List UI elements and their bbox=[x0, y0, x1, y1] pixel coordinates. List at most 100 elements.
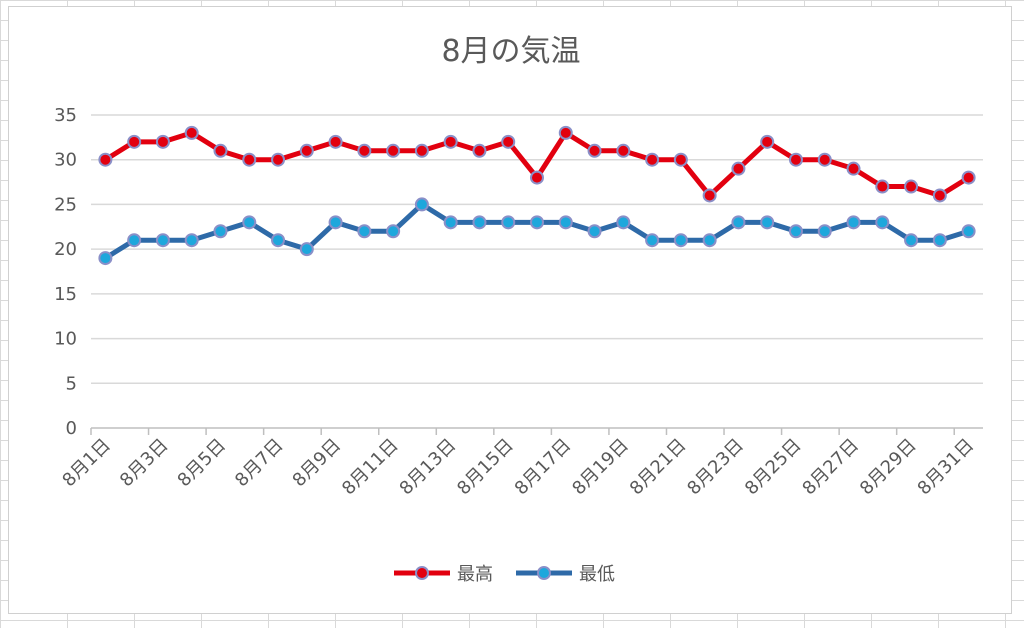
data-point bbox=[731, 215, 746, 230]
legend-marker bbox=[537, 566, 551, 580]
data-point bbox=[299, 242, 314, 257]
data-point bbox=[846, 161, 861, 176]
data-point bbox=[443, 215, 458, 230]
data-point bbox=[817, 152, 832, 167]
data-point bbox=[184, 125, 199, 140]
data-point bbox=[673, 152, 688, 167]
x-tick-label: 8月9日 bbox=[289, 435, 346, 492]
data-point bbox=[846, 215, 861, 230]
data-point bbox=[357, 143, 372, 158]
legend: 最高 最低 bbox=[394, 564, 615, 585]
legend-item: 最高 bbox=[394, 564, 493, 585]
data-point bbox=[616, 143, 631, 158]
data-point bbox=[875, 215, 890, 230]
data-point bbox=[155, 233, 170, 248]
x-tick-label: 8月31日 bbox=[914, 435, 979, 500]
legend-label: 最高 bbox=[457, 564, 493, 585]
series-lines bbox=[98, 125, 976, 266]
y-tick-label: 20 bbox=[54, 239, 77, 260]
x-tick-label: 8月23日 bbox=[683, 435, 748, 500]
data-point bbox=[501, 134, 516, 149]
chart-area[interactable]: 8月の気温 0 5 10 15 20 25 30 35 8月1日 8月3日 8月5日 8月7日 8月9… bbox=[8, 6, 1012, 614]
data-point bbox=[875, 179, 890, 194]
legend-marker bbox=[415, 566, 429, 580]
data-point bbox=[386, 224, 401, 239]
data-point bbox=[645, 152, 660, 167]
data-point bbox=[961, 224, 976, 239]
data-point bbox=[386, 143, 401, 158]
data-point bbox=[760, 134, 775, 149]
series-line bbox=[104, 130, 970, 198]
data-point bbox=[904, 179, 919, 194]
data-point bbox=[242, 152, 257, 167]
data-point bbox=[328, 134, 343, 149]
data-point bbox=[98, 152, 113, 167]
data-point bbox=[788, 224, 803, 239]
data-point bbox=[904, 233, 919, 248]
data-point bbox=[271, 233, 286, 248]
y-tick-label: 0 bbox=[66, 418, 77, 439]
data-point bbox=[530, 215, 544, 230]
y-axis-tick-labels: 0 5 10 15 20 25 30 35 bbox=[54, 105, 77, 439]
x-tick-label: 8月17日 bbox=[511, 435, 576, 500]
data-point bbox=[558, 215, 573, 230]
y-tick-label: 35 bbox=[54, 105, 77, 126]
x-tick-label: 8月19日 bbox=[568, 435, 633, 500]
data-point bbox=[242, 215, 257, 230]
line-chart: 8月の気温 0 5 10 15 20 25 30 35 8月1日 8月3日 8月5日 8月7日 8月9… bbox=[54, 34, 983, 585]
x-tick-label: 8月21日 bbox=[626, 435, 691, 500]
data-point bbox=[932, 188, 947, 203]
x-tick-label: 8月5日 bbox=[174, 435, 231, 492]
x-tick-label: 8月11日 bbox=[338, 435, 403, 500]
data-point bbox=[443, 134, 458, 149]
data-point bbox=[127, 134, 142, 149]
data-point bbox=[472, 143, 487, 158]
x-tick-label: 8月25日 bbox=[741, 435, 806, 500]
data-point bbox=[299, 143, 314, 158]
legend-label: 最低 bbox=[579, 564, 615, 585]
series-line bbox=[104, 201, 970, 261]
data-point bbox=[587, 224, 602, 239]
legend-item: 最低 bbox=[516, 564, 615, 585]
x-axis bbox=[90, 427, 983, 435]
data-point bbox=[501, 215, 516, 230]
data-point bbox=[530, 170, 544, 185]
data-point bbox=[817, 224, 832, 239]
data-point bbox=[961, 170, 976, 185]
x-tick-label: 8月27日 bbox=[798, 435, 863, 500]
series-1 bbox=[98, 125, 976, 203]
data-point bbox=[414, 143, 429, 158]
x-tick-label: 8月13日 bbox=[396, 435, 461, 500]
data-point bbox=[414, 197, 429, 212]
data-point bbox=[673, 233, 688, 248]
data-point bbox=[645, 233, 660, 248]
data-point bbox=[702, 188, 717, 203]
data-point bbox=[587, 143, 602, 158]
chart-title: 8月の気温 bbox=[441, 34, 580, 69]
x-tick-label: 8月3日 bbox=[116, 435, 173, 492]
data-point bbox=[357, 224, 372, 239]
data-point bbox=[213, 224, 228, 239]
data-point bbox=[558, 125, 573, 140]
data-point bbox=[98, 251, 113, 266]
data-point bbox=[731, 161, 746, 176]
x-tick-label: 8月15日 bbox=[453, 435, 518, 500]
data-point bbox=[328, 215, 343, 230]
y-tick-label: 5 bbox=[66, 373, 77, 394]
data-point bbox=[788, 152, 803, 167]
x-tick-label: 8月7日 bbox=[231, 435, 288, 492]
data-point bbox=[155, 134, 170, 149]
y-tick-label: 30 bbox=[54, 150, 77, 171]
data-point bbox=[472, 215, 487, 230]
x-axis-tick-labels: 8月1日 8月3日 8月5日 8月7日 8月9日8月11日8月13日8月15日8月17日… bbox=[58, 435, 978, 500]
series-2 bbox=[98, 197, 976, 266]
data-point bbox=[702, 233, 717, 248]
y-tick-label: 25 bbox=[54, 194, 77, 215]
data-point bbox=[213, 143, 228, 158]
data-point bbox=[760, 215, 775, 230]
gridlines bbox=[91, 114, 983, 385]
data-point bbox=[184, 233, 199, 248]
x-tick-label: 8月29日 bbox=[856, 435, 921, 500]
data-point bbox=[127, 233, 142, 248]
y-tick-label: 10 bbox=[54, 329, 77, 350]
